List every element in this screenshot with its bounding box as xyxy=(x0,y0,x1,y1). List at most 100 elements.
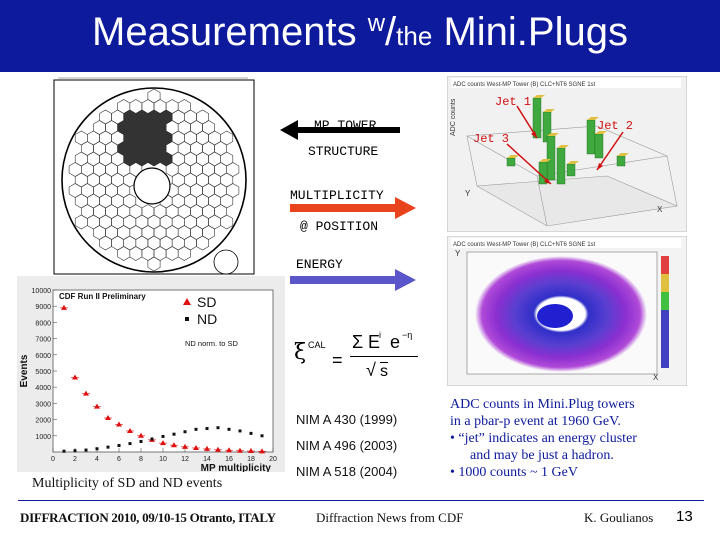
sd-point xyxy=(193,444,199,450)
x-tick-label: 14 xyxy=(203,456,211,463)
y-tick-label: 9000 xyxy=(35,304,51,311)
lego-plot: ADC counts West-MP Tower (B) CLC+NT6 SGN… xyxy=(447,76,687,232)
plot-area xyxy=(52,289,274,453)
red-arrow xyxy=(290,197,416,219)
jet1-label: Jet 1 xyxy=(495,95,531,109)
lego-bar xyxy=(586,119,596,155)
lego-bar xyxy=(616,155,626,167)
cmap-header: ADC counts West-MP Tower (B) CLC+NT6 SGN… xyxy=(453,242,596,248)
nd-point xyxy=(227,427,231,431)
right-description: ADC counts in Mini.Plug towers in a pbar… xyxy=(450,396,637,481)
x-tick-label: 2 xyxy=(73,456,77,463)
formula-sqrt-sign: √ xyxy=(366,360,376,380)
sd-point xyxy=(160,440,166,446)
legend-sd-marker xyxy=(183,298,191,305)
formula-s: s xyxy=(380,362,388,380)
desc-bullet2: • 1000 counts ~ 1 GeV xyxy=(450,465,578,480)
sd-point xyxy=(116,421,122,427)
label-mp-tower: MP TOWER xyxy=(314,118,377,133)
nd-point xyxy=(62,449,66,453)
nd-point xyxy=(249,431,253,435)
formula-sum: Σ xyxy=(352,332,364,352)
reference-2: NIM A 496 (2003) xyxy=(296,438,398,453)
nd-point xyxy=(216,426,220,430)
desc-bullet1a: • “jet” indicates an energy cluster xyxy=(450,431,637,446)
label-energy: ENERGY xyxy=(296,257,343,272)
page-number: 13 xyxy=(676,508,693,525)
sd-point xyxy=(61,304,67,310)
y-tick-label: 7000 xyxy=(35,337,51,344)
sd-point xyxy=(171,442,177,448)
cmap-x-axis: X xyxy=(653,373,659,382)
nd-point xyxy=(238,429,242,433)
sd-point xyxy=(138,432,144,438)
title-slash: / xyxy=(385,10,397,54)
legend-nd: ND xyxy=(197,311,217,327)
tower-structure-diagram xyxy=(53,77,255,275)
title-tail: Mini.Plugs xyxy=(432,10,628,54)
lego-bar-top xyxy=(557,145,569,148)
nd-point xyxy=(84,448,88,452)
x-tick-label: 20 xyxy=(269,456,277,463)
formula-eta: −η xyxy=(402,330,413,340)
sd-point xyxy=(72,374,78,380)
formula: ξ CAL = Σ E i e −η √ s xyxy=(294,330,434,390)
jet3-label: Jet 3 xyxy=(473,132,509,146)
title-small: the xyxy=(396,21,433,51)
nd-point xyxy=(260,434,264,438)
lego-bar xyxy=(566,163,576,177)
multiplicity-chart: 1000 2000 3000 4000 5000 6000 7000 8000 9000 1000… xyxy=(17,276,285,472)
legend-sd: SD xyxy=(197,294,216,310)
sd-point xyxy=(215,446,221,452)
footer-rule xyxy=(18,500,704,501)
lego-bar-top xyxy=(507,155,519,158)
formula-i: i xyxy=(379,330,381,340)
lego-y-axis: Y xyxy=(465,189,471,198)
chart-caption: Multiplicity of SD and ND events xyxy=(32,476,223,491)
lego-x-axis: X xyxy=(657,205,663,214)
title-main: Measurements xyxy=(92,10,368,54)
reference-1: NIM A 430 (1999) xyxy=(296,412,398,427)
desc-line2: in a pbar-p event at 1960 GeV. xyxy=(450,414,621,429)
formula-xi: ξ xyxy=(294,340,307,365)
chart-annotation: ND norm. to SD xyxy=(185,339,239,348)
x-tick-label: 12 xyxy=(181,456,189,463)
y-tick-label: 8000 xyxy=(35,320,51,327)
footer-left: DIFFRACTION 2010, 09/10-15 Otranto, ITAL… xyxy=(20,510,276,525)
y-tick-label: 10000 xyxy=(32,288,52,295)
reference-3: NIM A 518 (2004) xyxy=(296,464,398,479)
nd-point xyxy=(150,437,154,441)
footer-author: K. Goulianos xyxy=(584,510,654,525)
sd-point xyxy=(127,427,133,433)
title-sup: w xyxy=(367,10,386,37)
lego-header: ADC counts West-MP Tower (B) CLC+NT6 SGN… xyxy=(453,82,596,88)
color-map: ADC counts West-MP Tower (B) CLC+NT6 SGN… xyxy=(447,236,687,386)
lego-bar-top xyxy=(543,109,555,112)
nd-point xyxy=(205,427,209,431)
formula-exp: e xyxy=(390,332,401,352)
tower-cell xyxy=(220,214,234,230)
lego-bar-top xyxy=(533,95,545,98)
x-tick-label: 18 xyxy=(247,456,255,463)
y-axis-label: Events xyxy=(19,354,30,387)
label-at-position: @ POSITION xyxy=(300,219,379,234)
sd-point xyxy=(94,403,100,409)
formula-equals: = xyxy=(332,350,343,370)
x-axis-label: MP multiplicity xyxy=(201,463,272,472)
footer-center: Diffraction News from CDF xyxy=(316,510,464,525)
nd-point xyxy=(161,434,165,438)
arrows xyxy=(280,120,416,291)
x-tick-label: 4 xyxy=(95,456,99,463)
formula-cal: CAL xyxy=(308,340,326,350)
y-tick-label: 6000 xyxy=(35,353,51,360)
label-multiplicity: MULTIPLICITY xyxy=(290,188,384,203)
lego-bar-top xyxy=(567,161,579,164)
lego-bar xyxy=(594,133,604,159)
legend-nd-marker xyxy=(185,317,189,321)
nd-point xyxy=(172,432,176,436)
lego-bar-top xyxy=(539,159,551,162)
nd-point xyxy=(139,439,143,443)
x-tick-label: 8 xyxy=(139,456,143,463)
x-tick-label: 10 xyxy=(159,456,167,463)
x-tick-label: 16 xyxy=(225,456,233,463)
